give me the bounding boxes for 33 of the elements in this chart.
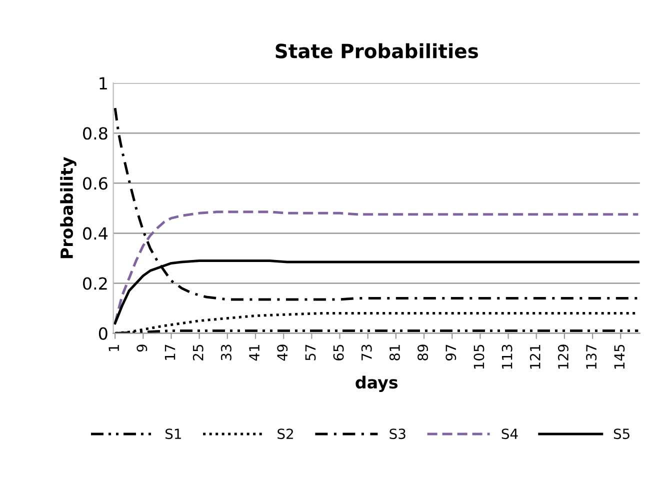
x-tick-label: 89	[418, 344, 428, 360]
x-tick-label: 137	[586, 344, 597, 369]
x-tick-label: 65	[333, 344, 344, 360]
y-tick-label: 0.2	[83, 277, 107, 290]
x-tick-label: 33	[220, 344, 232, 360]
x-tick-label: 17	[164, 344, 176, 360]
x-axis-title: days	[356, 376, 398, 392]
legend-label: S5	[614, 428, 630, 440]
x-tick-label: 41	[249, 344, 260, 361]
x-tick-label: 113	[502, 344, 512, 369]
x-tick-label: 129	[558, 344, 568, 369]
x-tick-label: 25	[192, 344, 204, 360]
y-tick-label: 0.4	[83, 227, 108, 240]
y-tick-label: 0.6	[83, 177, 108, 190]
legend-label: S2	[278, 428, 293, 440]
legend-label: S3	[390, 428, 406, 440]
x-tick-label: 145	[614, 344, 625, 369]
x-tick-label: 49	[277, 344, 288, 361]
x-tick-label: 73	[361, 344, 372, 360]
x-tick-label: 1	[108, 344, 119, 351]
legend-label: S4	[502, 428, 518, 440]
x-tick-label: 81	[389, 344, 400, 360]
y-tick-label: 0	[98, 327, 108, 340]
x-tick-label: 9	[136, 344, 148, 352]
y-tick-label: 0.8	[83, 127, 108, 140]
x-tick-label: 57	[305, 344, 316, 360]
x-tick-label: 97	[446, 344, 456, 360]
x-tick-label: 105	[474, 344, 484, 369]
x-tick-label: 121	[530, 344, 540, 369]
legend-label: S1	[166, 428, 181, 440]
y-axis-title: Probability	[60, 156, 76, 258]
chart-title: State Probabilities	[276, 43, 478, 58]
y-tick-label: 1	[100, 77, 107, 90]
